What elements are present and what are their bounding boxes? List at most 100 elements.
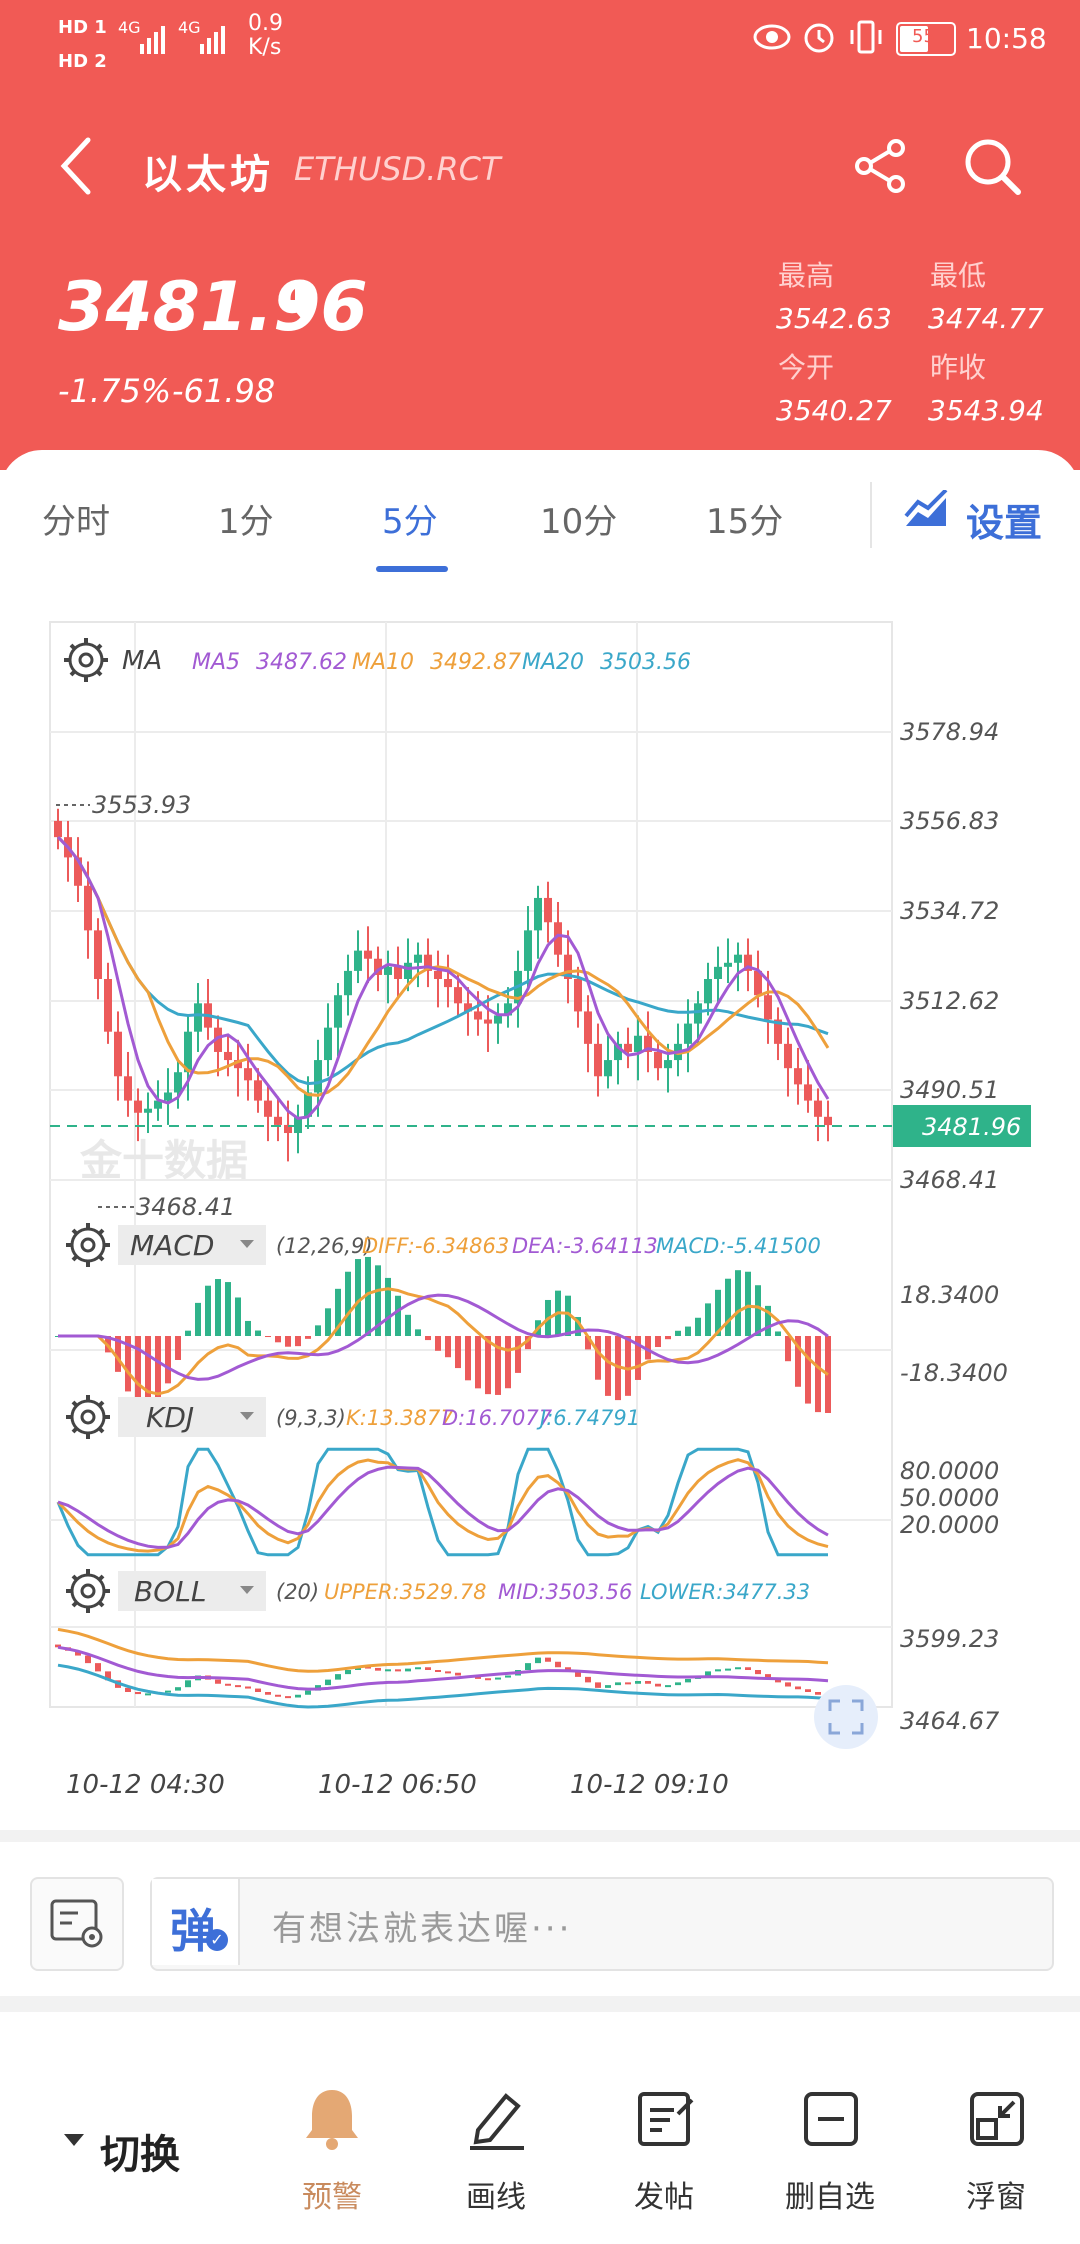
tab-10min[interactable]: 10分 bbox=[540, 502, 618, 542]
signal-2-icon bbox=[200, 20, 230, 58]
share-button[interactable] bbox=[852, 138, 908, 198]
tab-divider bbox=[870, 482, 872, 548]
post-label[interactable]: 发帖 bbox=[634, 2180, 694, 2215]
boll-candle bbox=[625, 1682, 631, 1685]
boll-candle bbox=[275, 1694, 281, 1697]
candle bbox=[644, 1035, 652, 1052]
macd-bar bbox=[235, 1297, 241, 1336]
macd-histogram bbox=[55, 1256, 831, 1413]
macd-dropdown-icon bbox=[240, 1240, 254, 1248]
macd-bar bbox=[505, 1336, 511, 1389]
candle bbox=[84, 885, 92, 931]
back-button[interactable] bbox=[56, 136, 96, 200]
divider-band bbox=[0, 1830, 1080, 1842]
candle bbox=[504, 1003, 512, 1016]
float-window-button[interactable] bbox=[966, 2088, 1028, 2154]
candle bbox=[284, 1124, 292, 1134]
tab-1min[interactable]: 1分 bbox=[218, 502, 274, 542]
tab-timeshare[interactable]: 分时 bbox=[42, 502, 110, 542]
macd-dea: DEA:-3.64113 bbox=[512, 1234, 658, 1258]
minus-square-icon bbox=[804, 2092, 858, 2146]
comment-input[interactable] bbox=[150, 1877, 1054, 1971]
change-amount: -61.98 bbox=[172, 372, 276, 410]
boll-candle bbox=[405, 1668, 411, 1672]
candle bbox=[194, 1003, 202, 1032]
remove-watchlist-button[interactable] bbox=[800, 2088, 862, 2154]
alert-button[interactable] bbox=[302, 2086, 362, 2156]
candle bbox=[744, 954, 752, 971]
macd-bar bbox=[375, 1265, 381, 1336]
candles bbox=[54, 808, 832, 1162]
candle bbox=[584, 1011, 592, 1044]
boll-candle bbox=[775, 1678, 781, 1683]
candle bbox=[264, 1100, 272, 1117]
candle bbox=[634, 1035, 642, 1052]
x-tick-2: 10-12 06:50 bbox=[318, 1770, 477, 1800]
boll-candle bbox=[605, 1685, 611, 1688]
switch-label[interactable]: 切换 bbox=[100, 2132, 180, 2178]
draw-line-button[interactable] bbox=[466, 2088, 528, 2154]
kdj-d: D:16.7077 bbox=[442, 1406, 553, 1430]
candle bbox=[434, 970, 442, 980]
gear-icon-kdj bbox=[66, 1395, 110, 1439]
candle bbox=[164, 1092, 172, 1101]
watermark: 金十数据 bbox=[79, 1136, 248, 1185]
candle bbox=[594, 1043, 602, 1077]
candle bbox=[814, 1100, 822, 1117]
macd-bar bbox=[115, 1336, 121, 1372]
float-window-label[interactable]: 浮窗 bbox=[966, 2180, 1026, 2215]
candle bbox=[274, 1116, 282, 1125]
boll-candle bbox=[105, 1671, 111, 1681]
macd-bar bbox=[155, 1336, 161, 1401]
boll-candle bbox=[655, 1683, 661, 1687]
chart-note-button[interactable] bbox=[30, 1877, 124, 1971]
hd1-badge: HD 1 bbox=[58, 17, 107, 38]
candle bbox=[544, 897, 552, 923]
boll-candle bbox=[295, 1694, 301, 1698]
candle bbox=[684, 1023, 692, 1044]
candle bbox=[404, 962, 412, 980]
kline-chart[interactable]: 金十数据 3481.96 3553.93 3468.41 MA MA5 3487… bbox=[0, 575, 1080, 1835]
candle bbox=[624, 1043, 632, 1052]
macd-bar bbox=[195, 1302, 201, 1336]
network-1: 4G bbox=[118, 18, 141, 37]
boll-lower-line bbox=[57, 1663, 829, 1709]
boll-label: BOLL bbox=[134, 1575, 206, 1608]
macd-bar bbox=[345, 1271, 351, 1336]
boll-candle bbox=[365, 1666, 371, 1669]
kline-chart-area[interactable]: 金十数据 3481.96 3553.93 3468.41 MA MA5 3487… bbox=[0, 575, 1080, 1835]
settings-label[interactable]: 设置 bbox=[966, 501, 1043, 545]
settings-button[interactable] bbox=[904, 488, 950, 534]
tab-5min[interactable]: 5分 bbox=[382, 502, 438, 542]
boll-lower: LOWER:3477.33 bbox=[640, 1580, 810, 1604]
candle bbox=[364, 950, 372, 959]
candle bbox=[774, 1019, 782, 1044]
candle bbox=[144, 1108, 152, 1113]
switch-button[interactable] bbox=[64, 2132, 86, 2152]
macd-bar bbox=[745, 1271, 751, 1336]
search-button[interactable] bbox=[962, 136, 1022, 200]
candle bbox=[374, 958, 382, 975]
y-tick-2: 3556.83 bbox=[900, 807, 999, 835]
candle bbox=[294, 1116, 302, 1134]
macd-bar bbox=[625, 1336, 631, 1396]
boll-candle bbox=[265, 1692, 271, 1695]
boll-mid-line bbox=[57, 1645, 829, 1691]
x-tick-1: 10-12 04:30 bbox=[66, 1770, 225, 1800]
tab-15min[interactable]: 15分 bbox=[706, 502, 784, 542]
ma5-label: MA5 bbox=[192, 650, 240, 675]
draw-line-label[interactable]: 画线 bbox=[466, 2180, 526, 2215]
candle bbox=[224, 1051, 232, 1061]
danmaku-toggle[interactable]: 弹 ✓ bbox=[152, 1879, 240, 1965]
macd-bar bbox=[295, 1336, 301, 1347]
candle bbox=[234, 1060, 242, 1069]
candle bbox=[324, 1027, 332, 1061]
alert-label[interactable]: 预警 bbox=[302, 2180, 362, 2215]
candle bbox=[784, 1043, 792, 1069]
stat-low-label: 最低 bbox=[930, 259, 987, 292]
macd-diff-line bbox=[58, 1287, 829, 1396]
post-button[interactable] bbox=[634, 2088, 696, 2154]
candle bbox=[474, 1011, 482, 1020]
stat-open-value: 3540.27 bbox=[776, 394, 892, 427]
remove-watchlist-label[interactable]: 删自选 bbox=[785, 2180, 875, 2215]
